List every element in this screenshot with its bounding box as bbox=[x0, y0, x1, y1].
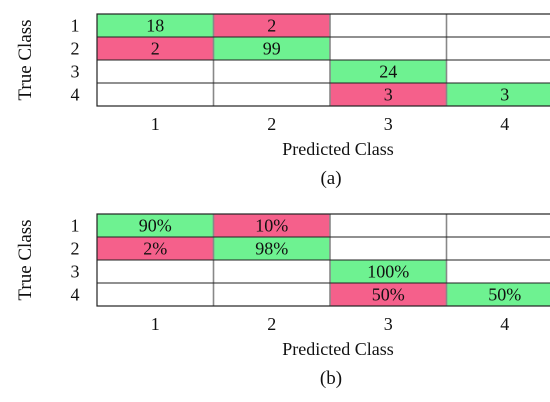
row-tick-label: 3 bbox=[71, 262, 80, 282]
matrix-cell bbox=[330, 37, 447, 60]
matrix-cell bbox=[213, 60, 330, 83]
col-tick-label: 1 bbox=[151, 314, 160, 334]
col-tick-label: 3 bbox=[384, 114, 393, 134]
matrix-cell bbox=[330, 237, 447, 260]
matrix-cell bbox=[213, 214, 330, 237]
panel-label: (a) bbox=[320, 168, 341, 189]
cell-value-label: 100% bbox=[367, 262, 409, 282]
matrix-cell bbox=[330, 60, 447, 83]
confusion-matrix-panel: 90% 10% 2% 98% 100% 50% 50% 1 2 3 4 1 2 3 4 Predicted C… bbox=[15, 213, 550, 389]
x-axis-label: Predicted Class bbox=[282, 139, 393, 159]
matrix-cell bbox=[213, 237, 330, 260]
matrix-cell bbox=[97, 214, 214, 237]
matrix-cell bbox=[446, 83, 550, 106]
cell-value-label: 98% bbox=[255, 239, 288, 259]
matrix-cell bbox=[446, 37, 550, 60]
cell-value-label: 3 bbox=[500, 85, 509, 105]
matrix-cell bbox=[330, 83, 447, 106]
matrix-cell bbox=[446, 14, 550, 37]
matrix-cell bbox=[446, 237, 550, 260]
row-tick-label: 1 bbox=[71, 216, 80, 236]
matrix-cell bbox=[97, 83, 214, 106]
cell-value-label: 2% bbox=[143, 239, 167, 259]
matrix-cell bbox=[446, 214, 550, 237]
matrix-frame bbox=[96, 213, 550, 307]
cell-value-label: 2 bbox=[267, 16, 276, 36]
matrix-cell bbox=[97, 260, 214, 283]
x-axis-label: Predicted Class bbox=[282, 339, 393, 359]
matrix-cell bbox=[97, 60, 214, 83]
col-tick-label: 1 bbox=[151, 114, 160, 134]
panel-label: (b) bbox=[320, 368, 342, 389]
cell-value-label: 90% bbox=[139, 216, 172, 236]
matrix-cell bbox=[97, 237, 214, 260]
matrix-cell bbox=[446, 260, 550, 283]
row-tick-label: 3 bbox=[71, 62, 80, 82]
matrix-cell bbox=[446, 60, 550, 83]
matrix-cell bbox=[330, 214, 447, 237]
cell-value-label: 50% bbox=[488, 285, 521, 305]
matrix-cell bbox=[97, 283, 214, 306]
row-tick-label: 4 bbox=[71, 285, 80, 305]
cell-value-label: 3 bbox=[384, 85, 393, 105]
cell-value-label: 10% bbox=[255, 216, 288, 236]
y-axis-label: True Class bbox=[15, 219, 36, 300]
matrix-cell bbox=[213, 37, 330, 60]
col-tick-label: 4 bbox=[500, 314, 509, 334]
row-tick-label: 2 bbox=[71, 239, 80, 259]
cell-value-label: 18 bbox=[146, 16, 164, 36]
cell-value-label: 99 bbox=[263, 39, 281, 59]
matrix-cell bbox=[213, 14, 330, 37]
matrix-cell bbox=[213, 83, 330, 106]
cell-value-label: 50% bbox=[372, 285, 405, 305]
col-tick-label: 3 bbox=[384, 314, 393, 334]
col-tick-label: 2 bbox=[267, 114, 276, 134]
row-tick-label: 4 bbox=[71, 85, 80, 105]
matrix-cell bbox=[213, 260, 330, 283]
confusion-matrix-panel: 18 2 2 99 24 3 3 1 2 3 4 1 2 3 4 Predicted Class True Cl… bbox=[15, 13, 550, 189]
matrix-cell bbox=[97, 14, 214, 37]
matrix-frame bbox=[96, 13, 550, 107]
col-tick-label: 2 bbox=[267, 314, 276, 334]
matrix-cell bbox=[97, 37, 214, 60]
row-tick-label: 1 bbox=[71, 16, 80, 36]
matrix-cell bbox=[330, 14, 447, 37]
cell-value-label: 24 bbox=[379, 62, 397, 82]
row-tick-label: 2 bbox=[71, 39, 80, 59]
matrix-cell bbox=[330, 283, 447, 306]
matrix-cell bbox=[446, 283, 550, 306]
col-tick-label: 4 bbox=[500, 114, 509, 134]
y-axis-label: True Class bbox=[15, 19, 36, 100]
matrix-cell bbox=[330, 260, 447, 283]
matrix-cell bbox=[213, 283, 330, 306]
cell-value-label: 2 bbox=[151, 39, 160, 59]
